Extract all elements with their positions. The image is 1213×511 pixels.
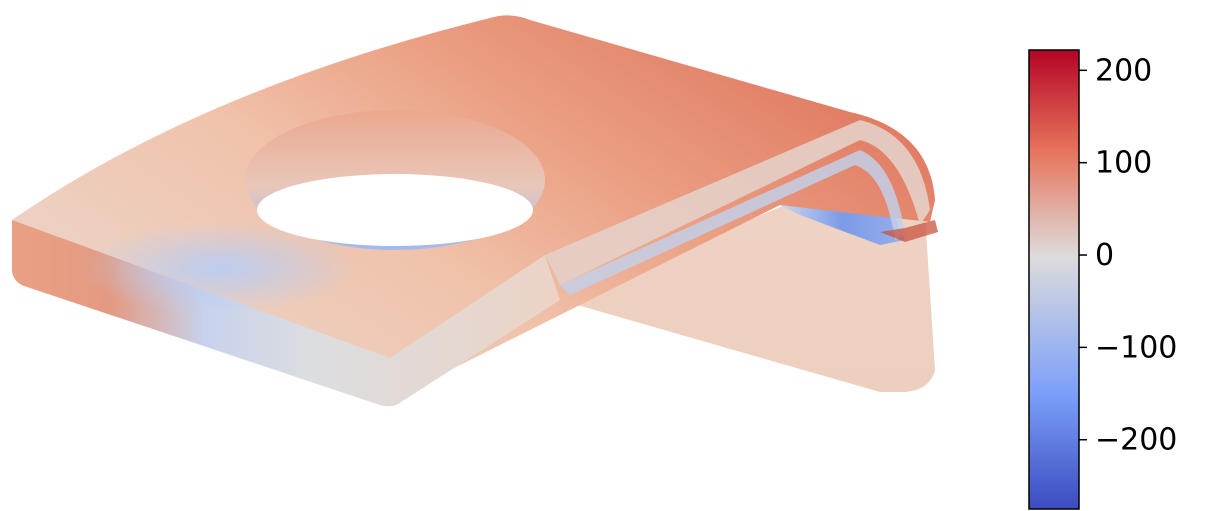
colorbar-gradient (1028, 49, 1080, 510)
vertical-flange (560, 205, 935, 392)
bend-tip (880, 220, 938, 242)
colorbar-tick-label: −200 (1095, 423, 1177, 458)
colorbar-ticks: 200 100 0 −100 −200 (1079, 53, 1177, 458)
bend-strip-blue (560, 150, 905, 295)
colorbar-tick-label: −100 (1095, 330, 1177, 365)
bend-strip (545, 120, 930, 285)
hole-opening (257, 174, 533, 246)
colorbar-tick-label: 200 (1095, 53, 1152, 88)
compression-zone (80, 222, 360, 314)
front-edge-face (12, 220, 560, 407)
colorbar-tick-label: 100 (1095, 146, 1152, 181)
bracket-model (12, 15, 938, 407)
colorbar: 200 100 0 −100 −200 (1028, 49, 1177, 510)
colorbar-tick-label: 0 (1095, 238, 1114, 273)
